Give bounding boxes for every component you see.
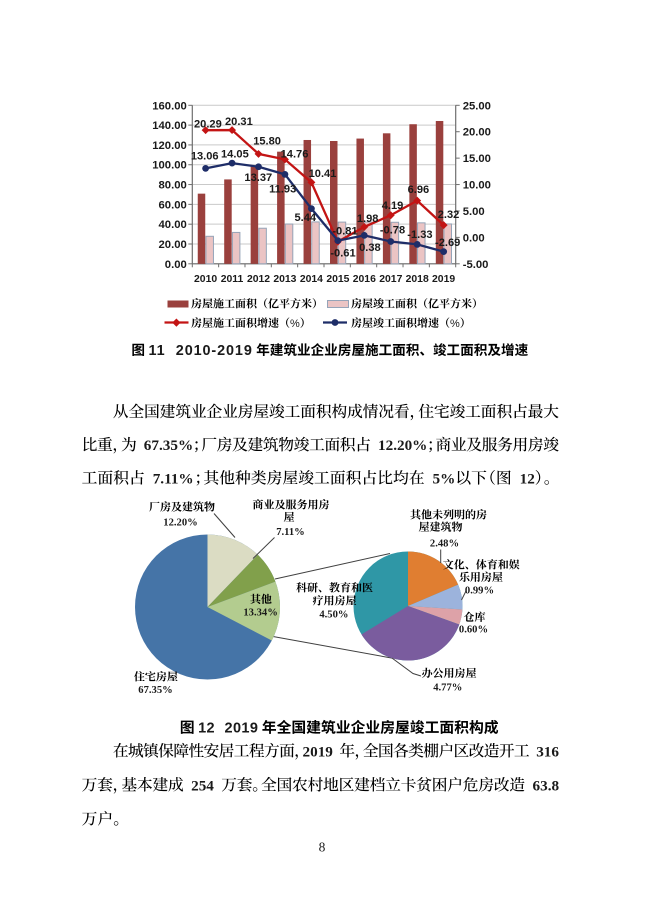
svg-text:12.20%: 12.20% xyxy=(163,517,197,528)
svg-text:140.00: 140.00 xyxy=(152,120,187,132)
svg-text:2015: 2015 xyxy=(326,274,349,285)
svg-text:60.00: 60.00 xyxy=(159,199,187,211)
svg-text:8: 8 xyxy=(319,840,326,855)
svg-text:12: 12 xyxy=(198,721,215,737)
svg-text:20.00: 20.00 xyxy=(463,127,491,139)
svg-text:15.00: 15.00 xyxy=(463,153,491,165)
svg-text:20.29: 20.29 xyxy=(194,118,222,130)
svg-text:%: % xyxy=(450,318,460,330)
svg-text:15.80: 15.80 xyxy=(253,136,281,148)
svg-text:10.41: 10.41 xyxy=(309,168,337,180)
svg-text:2.32: 2.32 xyxy=(438,209,460,221)
svg-text:120.00: 120.00 xyxy=(152,140,187,152)
svg-text:12.20%: 12.20% xyxy=(378,437,427,454)
svg-text:12: 12 xyxy=(520,470,535,487)
svg-text:5.00: 5.00 xyxy=(463,206,485,218)
svg-text:4.19: 4.19 xyxy=(382,200,404,212)
svg-text:13.37: 13.37 xyxy=(244,172,272,184)
svg-text:2012: 2012 xyxy=(247,274,270,285)
svg-text:80.00: 80.00 xyxy=(159,180,187,192)
svg-text:100.00: 100.00 xyxy=(152,160,187,172)
svg-text:-5.00: -5.00 xyxy=(463,259,489,271)
svg-text:0.00: 0.00 xyxy=(463,232,485,244)
svg-text:2018: 2018 xyxy=(406,274,429,285)
svg-text:2019: 2019 xyxy=(303,743,334,760)
svg-text:2.48%: 2.48% xyxy=(430,539,459,550)
svg-text:5.44: 5.44 xyxy=(295,212,317,224)
svg-text:13.34%: 13.34% xyxy=(243,608,277,619)
svg-text:11.93: 11.93 xyxy=(269,183,296,195)
svg-text:2016: 2016 xyxy=(353,274,376,285)
svg-text:2019: 2019 xyxy=(225,721,259,737)
svg-text:7.11%: 7.11% xyxy=(153,470,194,487)
svg-text:0.00: 0.00 xyxy=(165,259,187,271)
svg-text:2013: 2013 xyxy=(273,274,296,285)
svg-text:-0.78: -0.78 xyxy=(380,225,405,237)
svg-text:-1.33: -1.33 xyxy=(407,229,432,241)
svg-text:5%: 5% xyxy=(433,470,456,487)
svg-text:67.35%: 67.35% xyxy=(144,437,193,454)
svg-text:160.00: 160.00 xyxy=(152,100,187,112)
svg-text:0.60%: 0.60% xyxy=(459,625,488,636)
svg-text:6.96: 6.96 xyxy=(408,184,430,196)
svg-text:14.76: 14.76 xyxy=(281,149,309,161)
svg-text:2010: 2010 xyxy=(194,274,217,285)
svg-text:10.00: 10.00 xyxy=(463,180,491,192)
svg-text:2014: 2014 xyxy=(300,274,323,285)
svg-text:-0.61: -0.61 xyxy=(330,248,355,260)
svg-text:20.31: 20.31 xyxy=(225,116,253,128)
svg-text:2017: 2017 xyxy=(379,274,402,285)
svg-text:254: 254 xyxy=(191,777,214,794)
svg-text:1.98: 1.98 xyxy=(357,213,379,225)
svg-text:-2.69: -2.69 xyxy=(435,237,460,249)
svg-text:2010-2019: 2010-2019 xyxy=(176,343,253,359)
svg-text:316: 316 xyxy=(536,743,559,760)
svg-text:11: 11 xyxy=(149,343,166,359)
svg-text:4.77%: 4.77% xyxy=(433,683,462,694)
svg-text:7.11%: 7.11% xyxy=(276,527,305,538)
svg-text:25.00: 25.00 xyxy=(463,100,491,112)
svg-text:14.05: 14.05 xyxy=(221,149,249,161)
svg-text:0.99%: 0.99% xyxy=(465,586,494,597)
svg-text:2011: 2011 xyxy=(221,274,244,285)
svg-text:4.50%: 4.50% xyxy=(319,610,348,621)
svg-text:-0.81: -0.81 xyxy=(332,225,357,237)
svg-text:40.00: 40.00 xyxy=(159,219,187,231)
svg-text:20.00: 20.00 xyxy=(159,239,187,251)
svg-text:67.35%: 67.35% xyxy=(138,685,172,696)
svg-text:13.06: 13.06 xyxy=(191,151,219,163)
svg-text:%: % xyxy=(290,318,300,330)
svg-text:2019: 2019 xyxy=(432,274,455,285)
svg-text:63.8: 63.8 xyxy=(533,777,560,794)
svg-text:0.38: 0.38 xyxy=(359,242,381,254)
